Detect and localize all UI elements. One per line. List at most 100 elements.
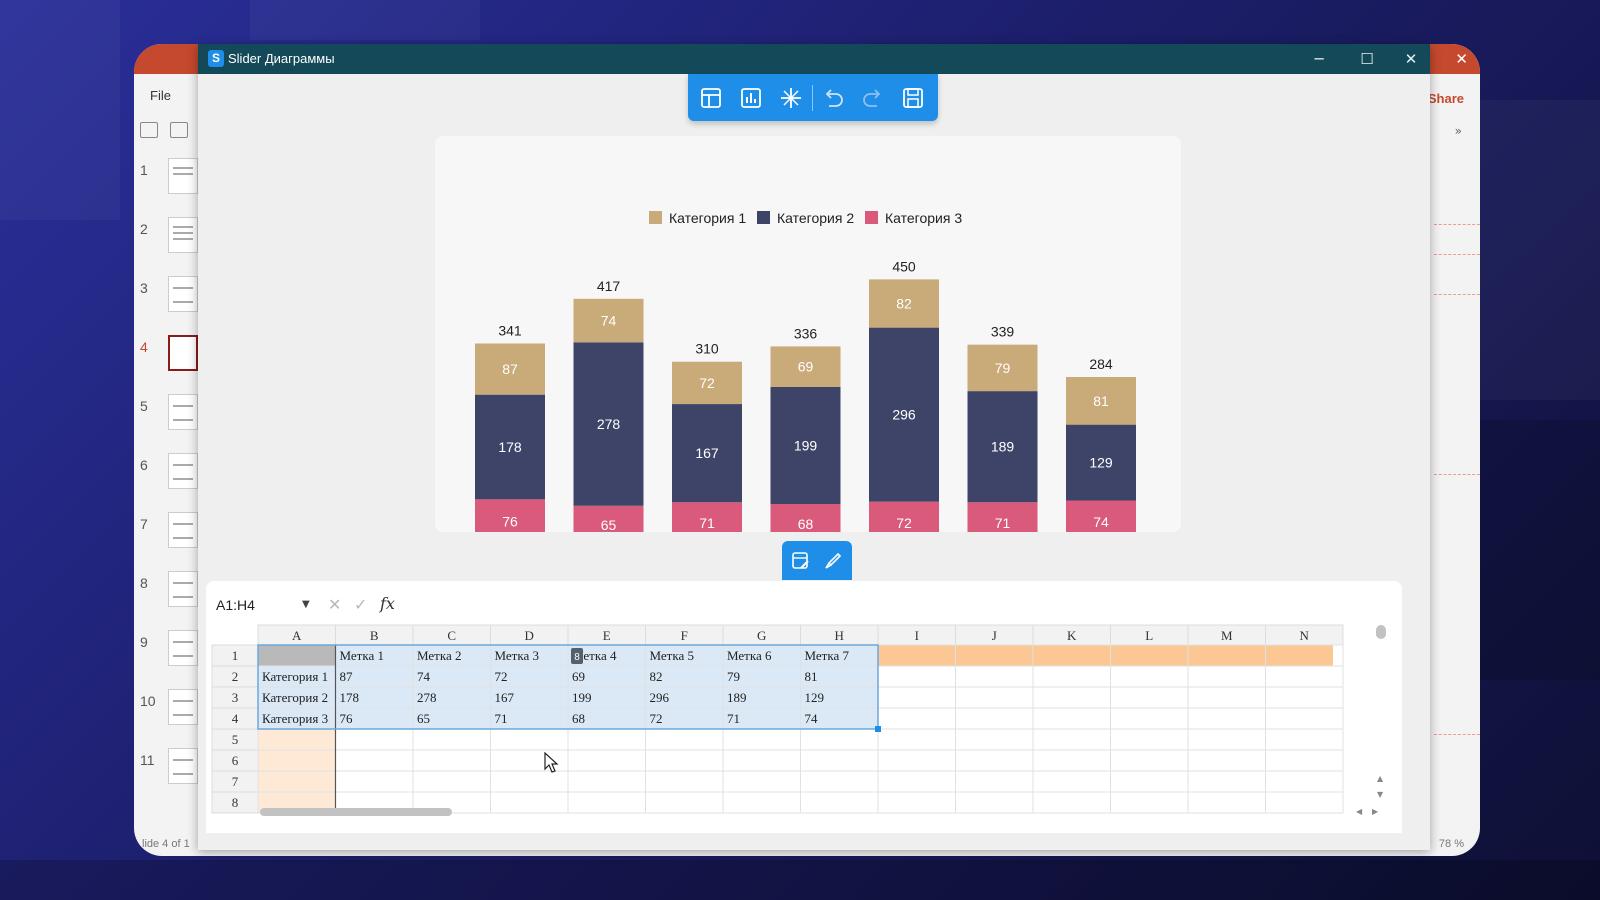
cell-value[interactable]: 72 (495, 669, 508, 684)
cell-value[interactable]: 167 (495, 690, 515, 705)
align-icon[interactable] (170, 122, 188, 138)
chart-type-icon[interactable] (738, 85, 764, 111)
cell-a1[interactable] (258, 645, 336, 666)
cell-value[interactable]: 189 (727, 690, 747, 705)
cell-value[interactable]: 82 (650, 669, 663, 684)
bar-segment[interactable] (770, 387, 841, 505)
slide-thumbnail[interactable]: 7 (134, 508, 198, 558)
cell-value[interactable]: Метка 3 (495, 648, 539, 663)
sparkle-effects-icon[interactable] (778, 85, 804, 111)
bar-segment[interactable] (475, 394, 545, 500)
bar-segment[interactable] (573, 342, 644, 506)
cell-value[interactable]: 71 (727, 711, 740, 726)
legend-item[interactable]: Категория 2 (757, 210, 854, 226)
cell-value[interactable]: 69 (572, 669, 585, 684)
slide-thumbnail[interactable]: 3 (134, 272, 198, 322)
vertical-scrollbar[interactable] (1376, 625, 1386, 639)
slide-thumbnail[interactable]: 11 (134, 744, 198, 794)
slide-thumbnail-active[interactable]: 4 (134, 331, 198, 381)
paragraph-icon[interactable] (140, 122, 158, 138)
cell-value[interactable]: 74 (417, 669, 431, 684)
cell-value[interactable]: 87 (340, 669, 354, 684)
cell-value[interactable]: 199 (572, 690, 592, 705)
bar-segment[interactable] (967, 344, 1038, 392)
cell-value[interactable]: 68 (572, 711, 585, 726)
bar-segment[interactable] (475, 499, 545, 532)
bar-segment[interactable] (869, 327, 939, 502)
fill-handle[interactable] (875, 726, 881, 732)
save-icon[interactable] (900, 85, 926, 111)
bar-segment[interactable] (770, 504, 841, 532)
bar-segment[interactable] (672, 404, 742, 503)
cell-value[interactable]: 71 (495, 711, 508, 726)
redo-icon[interactable] (860, 85, 886, 111)
minimize-icon[interactable]: ─ (1314, 50, 1324, 68)
cell-value[interactable]: 278 (417, 690, 437, 705)
horizontal-scrollbar[interactable] (260, 808, 452, 816)
bar-segment[interactable] (967, 502, 1038, 532)
scroll-up-icon[interactable]: ▲ (1377, 774, 1384, 783)
cell-value[interactable]: Категория 2 (262, 690, 328, 705)
cell-value[interactable]: 74 (805, 711, 819, 726)
undo-icon[interactable] (820, 85, 846, 111)
slide-thumbnail[interactable]: 5 (134, 390, 198, 440)
bar-segment[interactable] (1066, 424, 1136, 501)
cell-value[interactable]: 72 (650, 711, 663, 726)
legend-item[interactable]: Категория 3 (865, 210, 962, 226)
cell-value[interactable]: Метка 1 (340, 648, 384, 663)
host-close-icon[interactable]: ✕ (1455, 50, 1468, 68)
close-icon[interactable]: ✕ (1404, 50, 1418, 68)
column-header-label: A (292, 628, 302, 643)
scroll-down-icon[interactable]: ▼ (1377, 790, 1384, 799)
host-file-menu[interactable]: File (150, 88, 171, 103)
cell-value[interactable]: Категория 3 (262, 711, 328, 726)
confirm-formula-icon[interactable]: ✓ (354, 595, 368, 614)
chart-area[interactable]: Категория 1 Категория 2 Категория 3 76 178 87… (435, 136, 1181, 532)
slide-thumbnail[interactable]: 8 (134, 567, 198, 617)
slide-thumbnail[interactable]: 1 (134, 154, 198, 204)
scroll-right-icon[interactable]: ▶ (1372, 807, 1379, 816)
data-label: 72 (896, 515, 912, 531)
bar-segment[interactable] (1066, 500, 1136, 532)
cell-value[interactable]: 76 (340, 711, 354, 726)
bar-segment[interactable] (573, 505, 644, 532)
bar-segment[interactable] (770, 346, 841, 388)
scroll-left-icon[interactable]: ◀ (1356, 807, 1363, 816)
cell-value[interactable]: 79 (727, 669, 740, 684)
cell-value[interactable]: Метка 7 (805, 648, 850, 663)
slide-thumbnail[interactable]: 9 (134, 626, 198, 676)
cell-value[interactable]: 65 (417, 711, 430, 726)
cancel-formula-icon[interactable]: ✕ (328, 595, 342, 614)
brush-style-icon[interactable] (823, 551, 843, 571)
cell-value[interactable]: Метка 5 (650, 648, 694, 663)
cell-value[interactable]: Метка 6 (727, 648, 772, 663)
edit-data-icon[interactable] (791, 551, 811, 571)
slide-thumbnail[interactable]: 6 (134, 449, 198, 499)
spreadsheet-grid[interactable]: A B C D E F G H I J K L M N 1 2 3 4 5 6 7 8 Метка 1 Метка 2 Метк… (206, 621, 1402, 833)
name-box[interactable]: A1:H4 (216, 597, 255, 613)
bar-segment[interactable] (573, 298, 644, 343)
cell-value[interactable]: 178 (340, 690, 360, 705)
cell-value[interactable]: 296 (650, 690, 670, 705)
slide-thumbnail[interactable]: 2 (134, 213, 198, 263)
cell-value[interactable]: 81 (805, 669, 818, 684)
bar-segment[interactable] (869, 501, 939, 532)
bar-segment[interactable] (672, 502, 742, 532)
table-layout-icon[interactable] (698, 85, 724, 111)
cell-value[interactable]: Метка 2 (417, 648, 461, 663)
more-chevron-icon[interactable]: » (1454, 124, 1462, 138)
cell-value[interactable]: Категория 1 (262, 669, 328, 684)
bar-segment[interactable] (869, 279, 939, 328)
fx-label[interactable]: fx (380, 594, 395, 613)
name-box-dropdown-icon[interactable]: ▼ (302, 599, 310, 610)
cell-value[interactable]: 129 (805, 690, 825, 705)
cell-value[interactable]: Метка 4 (572, 648, 617, 663)
bar-segment[interactable] (967, 391, 1038, 503)
bar-segment[interactable] (672, 361, 742, 405)
maximize-icon[interactable]: ☐ (1360, 50, 1374, 68)
slide-thumbnail[interactable]: 10 (134, 685, 198, 735)
legend-item[interactable]: Категория 1 (649, 210, 746, 226)
bar-segment[interactable] (1066, 377, 1136, 425)
zoom-level[interactable]: 78 % (1438, 838, 1464, 850)
bar-segment[interactable] (475, 343, 545, 395)
